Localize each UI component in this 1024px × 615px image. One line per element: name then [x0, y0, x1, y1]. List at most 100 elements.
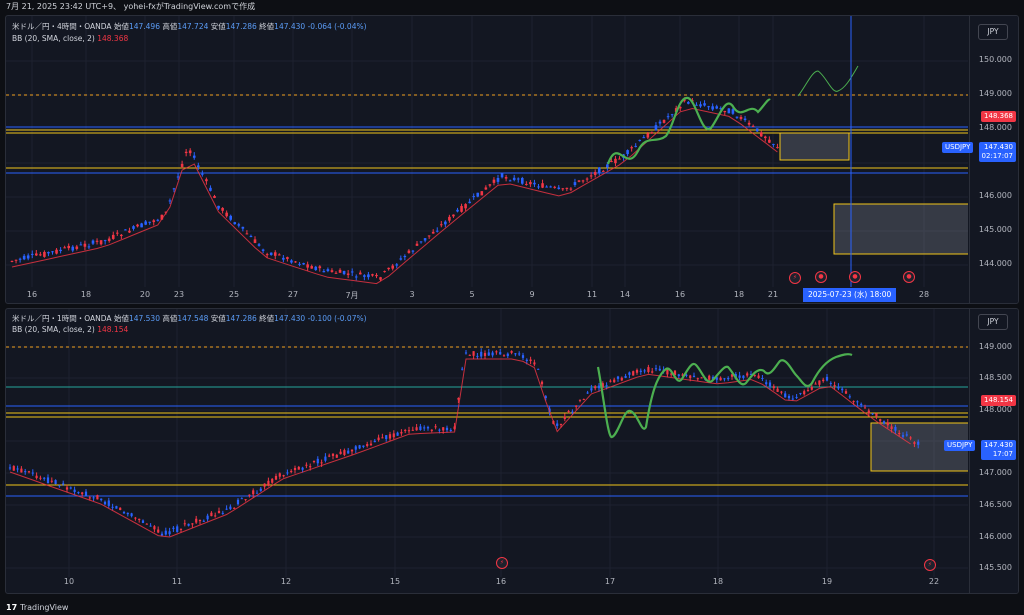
currency-button[interactable]: JPY — [978, 314, 1008, 330]
y-tick: 145.000 — [978, 225, 1012, 234]
candle-body — [651, 371, 654, 373]
candle-body — [879, 419, 882, 422]
candle-body — [727, 378, 730, 380]
candle-body — [658, 368, 661, 371]
candle-body — [202, 520, 205, 522]
chart-pane-1h[interactable]: 米ドル／円・1時間・OANDA 始値147.530 高値147.548 安値14… — [5, 308, 1019, 594]
candle-body — [516, 178, 520, 180]
candle-body — [506, 353, 509, 357]
x-tick: 10 — [63, 577, 75, 586]
candle-body — [735, 116, 739, 118]
candle-body — [894, 426, 897, 431]
candle-body — [305, 464, 308, 466]
candle-body — [791, 398, 794, 400]
x-tick: 11 — [171, 577, 183, 586]
candle-body — [141, 520, 145, 523]
candle-body — [290, 260, 293, 263]
candle-body — [569, 188, 573, 190]
candle-body — [338, 269, 342, 273]
candle-body — [271, 478, 274, 483]
chart-pane-4h[interactable]: 米ドル／円・4時間・OANDA 始値147.496 高値147.724 安値14… — [5, 15, 1019, 304]
candle-body — [198, 520, 202, 522]
candle-body — [464, 352, 468, 354]
candle-body — [233, 507, 236, 509]
candle-body — [590, 388, 593, 391]
candle-body — [757, 375, 760, 379]
candle-body — [346, 273, 350, 275]
candle-body — [282, 475, 285, 477]
candle-body — [322, 271, 326, 273]
us-flag-event-icon[interactable]: ● — [849, 271, 861, 283]
ohlc-high: 高値147.548 — [162, 314, 209, 323]
candle-body — [814, 383, 817, 385]
candle-body — [696, 378, 699, 380]
candle-body — [620, 377, 623, 381]
candle-body — [549, 186, 552, 188]
chart-canvas-4h[interactable] — [6, 16, 968, 303]
price-axis-4h[interactable]: JPY 150.000 149.000 148.000 146.000 145.… — [969, 16, 1018, 303]
candle-body — [806, 390, 810, 392]
candle-body — [192, 155, 196, 158]
us-flag-event-icon[interactable]: ● — [815, 271, 827, 283]
candle-body — [96, 495, 99, 500]
candle-body — [529, 359, 532, 362]
candle-body — [310, 266, 313, 269]
x-tick: 25 — [228, 290, 240, 299]
candle-body — [259, 488, 262, 491]
bb-legend-1h[interactable]: BB (20, SMA, close, 2) 148.154 — [12, 325, 129, 334]
tradingview-footer[interactable]: 17 TradingView — [6, 603, 68, 612]
candle-body — [776, 388, 779, 392]
candle-body — [286, 472, 289, 474]
candle-body — [144, 221, 147, 225]
candle-body — [248, 494, 251, 496]
bb-price-badge: 148.368 — [981, 111, 1016, 122]
candle-body — [73, 489, 76, 493]
lightning-event-icon[interactable]: ⚡ — [924, 559, 936, 571]
tradingview-logo-icon: 17 — [6, 603, 18, 612]
ohlc-close: 終値147.430 — [259, 314, 306, 323]
us-flag-event-icon[interactable]: ● — [903, 271, 915, 283]
candle-body — [302, 263, 305, 265]
bollinger-middle-line — [9, 358, 911, 538]
x-tick: 23 — [173, 290, 185, 299]
ohlc-open: 始値147.496 — [113, 22, 160, 31]
lightning-event-icon[interactable]: ⚡ — [789, 272, 801, 284]
candle-body — [626, 150, 629, 155]
candle-body — [638, 139, 642, 141]
candle-body — [331, 453, 335, 456]
candle-body — [553, 186, 556, 188]
chart-canvas-1h[interactable] — [6, 309, 968, 593]
candle-body — [286, 257, 289, 259]
candle-body — [241, 226, 245, 229]
candle-body — [700, 377, 703, 379]
candle-body — [578, 399, 582, 401]
candle-body — [115, 506, 118, 509]
candle-body — [545, 186, 548, 188]
candle-body — [245, 233, 249, 235]
candle-body — [99, 240, 103, 245]
candle-body — [582, 399, 585, 401]
candle-body — [153, 526, 156, 530]
candle-body — [601, 383, 604, 388]
wave-drawing — [596, 353, 853, 439]
candle-body — [255, 492, 259, 494]
candle-body — [324, 456, 327, 461]
candle-body — [677, 374, 680, 377]
bb-legend-4h[interactable]: BB (20, SMA, close, 2) 148.368 — [12, 34, 129, 43]
candle-body — [312, 461, 316, 463]
candle-body — [746, 373, 749, 376]
candle-body — [120, 234, 123, 237]
candle-body — [666, 116, 670, 118]
candle-body — [753, 374, 756, 376]
price-axis-1h[interactable]: JPY 149.000 148.500 148.000 147.000 146.… — [969, 309, 1018, 593]
candle-body — [492, 179, 496, 183]
candle-body — [715, 106, 718, 109]
currency-button[interactable]: JPY — [978, 24, 1008, 40]
candle-body — [124, 229, 127, 231]
candle-body — [293, 468, 297, 471]
lightning-event-icon[interactable]: ⚡ — [496, 557, 508, 569]
candle-body — [168, 200, 172, 202]
candle-body — [126, 512, 129, 515]
candle-body — [561, 188, 565, 190]
candle-body — [848, 396, 851, 398]
